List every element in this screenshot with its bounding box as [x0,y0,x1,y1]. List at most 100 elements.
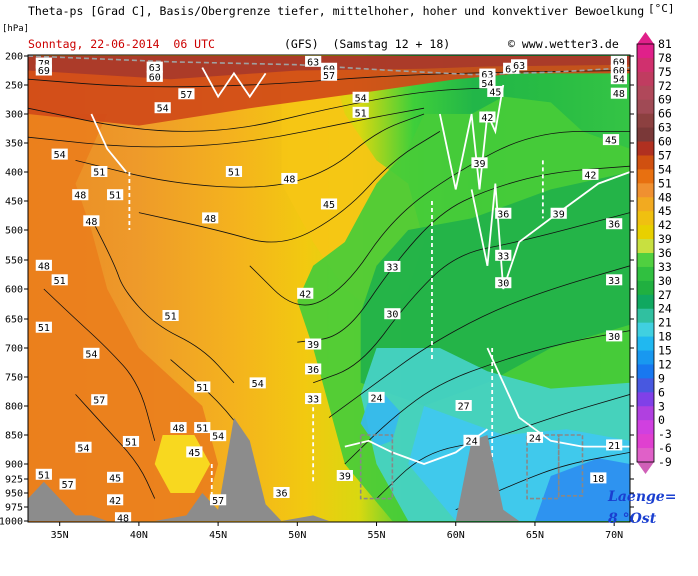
isoline [28,107,425,148]
contour-label-box [352,106,369,118]
colorbar-bottom-arrow [637,462,654,474]
contour-label-box [72,189,89,201]
contour-label-box [91,394,108,406]
contour-label: 24 [371,393,383,404]
colorbar-swatch [637,197,654,212]
contour-label: 33 [497,251,509,262]
isoline [328,265,630,418]
y-tick-label: 350 [5,139,23,150]
colorbar-swatch [637,378,654,393]
contour-label-box [281,172,298,184]
contour-label: 45 [109,473,121,484]
colorbar-frame [636,43,655,463]
colorbar-swatch [637,85,654,101]
contour-label: 42 [584,170,596,181]
longitude-note: Laenge= 8 °Ost [608,486,676,530]
y-tick-label: 800 [5,402,23,413]
contour-label-box [368,391,385,403]
y-tick-label: 850 [5,431,23,442]
colorbar-label: 15 [658,344,672,358]
colorbar-label: 33 [658,260,672,274]
x-tick-label: 60N [447,530,465,541]
colorbar-label: 42 [658,218,672,232]
colorbar-label: 57 [658,148,672,162]
contour-label-box [194,422,211,434]
contour-label-box [487,85,504,97]
contour-label: 30 [386,310,398,321]
colorbar-label: -6 [658,441,672,455]
contour-label: 54 [85,349,97,360]
y-tick-label: 950 [5,489,23,500]
y-tick-label: 1000 [0,517,23,528]
contour-label-box [305,338,322,350]
contour-label-box [146,61,163,73]
contour-label: 51 [93,168,105,179]
cool-pocket-region [360,394,401,447]
isoline [28,70,630,88]
x-tick-label: 70N [605,530,623,541]
colorbar-swatch [637,225,654,240]
contour-label: 57 [93,396,105,407]
contour-label-box [225,166,243,177]
contour-label-box [107,471,124,483]
contour-label-box [590,472,607,484]
colorbar-label: 81 [658,37,672,51]
contour-label: 51 [196,424,208,435]
contour-label-box [479,68,496,80]
contour-label: 63 [481,70,493,81]
cloud-boundary-line [90,113,127,173]
contour-label: 48 [117,514,129,525]
contour-label-box [610,64,628,76]
contour-label-box [107,189,124,201]
contour-label-box [170,422,187,434]
colorbar-swatch [637,322,654,338]
contour-label: 42 [481,113,493,124]
contour-label: 24 [466,436,478,447]
contour-label: 33 [386,262,398,273]
y-tick-label: 400 [5,168,23,179]
contour-label: 51 [228,168,240,179]
isoline [75,394,156,499]
chart-title: Theta-ps [Grad C], Basis/Obergrenze tief… [28,4,645,18]
contour-label: 30 [497,279,509,290]
colorbar-label: 12 [658,357,672,371]
contour-label: 51 [38,323,50,334]
colorbar-label: -9 [658,455,672,469]
contour-label: 57 [62,480,74,491]
contour-label-box [178,88,195,100]
contour-label-box [550,207,567,219]
contour-label: 39 [307,340,319,351]
contour-label-box [526,431,544,443]
contour-label: 54 [252,379,264,390]
contour-label: 48 [38,261,50,272]
contour-label-box [511,59,528,71]
cloud-boundary-line [201,67,267,99]
contour-label-box [51,148,68,160]
colorbar-swatch [637,155,654,170]
contour-label: 63 [513,61,525,72]
x-tick-label: 35N [51,530,69,541]
contour-label-box [146,70,163,82]
contour-label: 48 [74,191,86,202]
contour-label-box [273,487,290,498]
colorbar-swatch [637,280,654,296]
contour-label-box [35,468,52,480]
y-tick-label: 650 [5,315,23,326]
contour-label-box [320,198,338,210]
contour-label: 30 [608,332,620,343]
colorbar-label: 45 [658,204,672,218]
y-tick-label: 250 [5,81,23,92]
contour-label-box [83,347,100,359]
contour-label: 45 [489,87,501,98]
contour-label-box [610,55,628,67]
colorbar-swatch [637,44,654,59]
plot-area: 7869636057546360575451635445696369605448… [28,55,630,525]
colorbar-swatch [637,169,654,184]
colorbar-swatch [637,141,654,156]
colorbar-label: -3 [658,427,672,441]
contour-label: 48 [85,217,97,228]
contour-label-box [582,168,599,180]
contour-label-box [35,57,52,69]
contour-label: 60 [149,72,161,83]
warm-orange-region [28,114,219,521]
